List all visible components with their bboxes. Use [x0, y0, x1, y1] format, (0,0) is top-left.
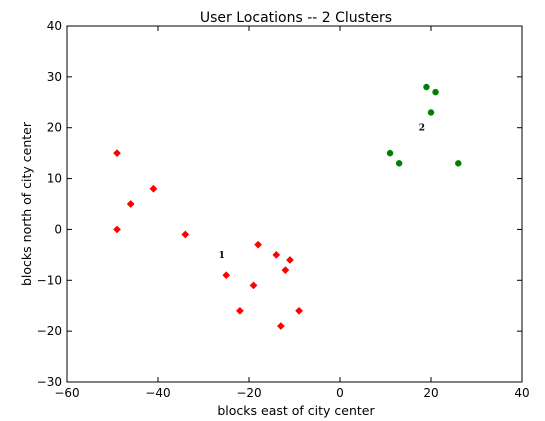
- cluster-1-point: [281, 266, 290, 275]
- y-tick-label: 30: [47, 70, 62, 84]
- cluster-2-point: [455, 160, 462, 167]
- chart-title: User Locations -- 2 Clusters: [200, 10, 392, 26]
- x-axis-label: blocks east of city center: [217, 403, 375, 418]
- cluster-2-point: [386, 149, 394, 157]
- cluster-1-point: [295, 306, 304, 315]
- data-points: [113, 83, 462, 331]
- x-axis: −60 −40 −20 0 20 40: [54, 26, 530, 400]
- y-tick-label: 10: [47, 172, 62, 186]
- cluster-1-point: [249, 281, 258, 290]
- y-tick-label: −10: [37, 273, 62, 287]
- cluster-annotations: 12: [219, 124, 425, 261]
- cluster-1-point: [113, 225, 122, 234]
- x-tick-label: −40: [145, 386, 170, 400]
- y-tick-label: 20: [47, 121, 62, 135]
- cluster-1-point: [235, 306, 244, 315]
- y-tick-label: −20: [37, 324, 62, 338]
- cluster-1-point: [272, 250, 281, 259]
- cluster-2-point: [432, 88, 439, 96]
- cluster-label-1: 1: [219, 251, 225, 261]
- cluster-1-point: [254, 240, 263, 249]
- x-tick-label: −60: [54, 386, 79, 400]
- y-axis: −30 −20 −10 0 10 20 30 40: [37, 19, 522, 389]
- y-tick-label: −30: [37, 375, 62, 389]
- cluster-label-2: 2: [419, 124, 425, 134]
- plot-frame: [66, 25, 523, 383]
- cluster-2-point: [395, 160, 403, 167]
- cluster-1-point: [276, 322, 285, 331]
- y-tick-label: 0: [54, 222, 62, 236]
- x-tick-label: 0: [336, 386, 344, 400]
- cluster-2-point: [423, 83, 430, 91]
- y-axis-label: blocks north of city center: [19, 121, 34, 286]
- y-tick-label: 40: [47, 19, 62, 33]
- cluster-1-point: [149, 184, 158, 193]
- x-tick-label: 20: [423, 386, 438, 400]
- x-tick-label: 40: [514, 386, 529, 400]
- cluster-1-point: [285, 255, 294, 264]
- x-tick-label: −20: [236, 386, 261, 400]
- cluster-1-point: [126, 200, 135, 208]
- cluster-2-point: [427, 109, 435, 116]
- cluster-1-point: [222, 271, 231, 280]
- cluster-1-point: [113, 149, 122, 158]
- cluster-1-point: [181, 230, 190, 239]
